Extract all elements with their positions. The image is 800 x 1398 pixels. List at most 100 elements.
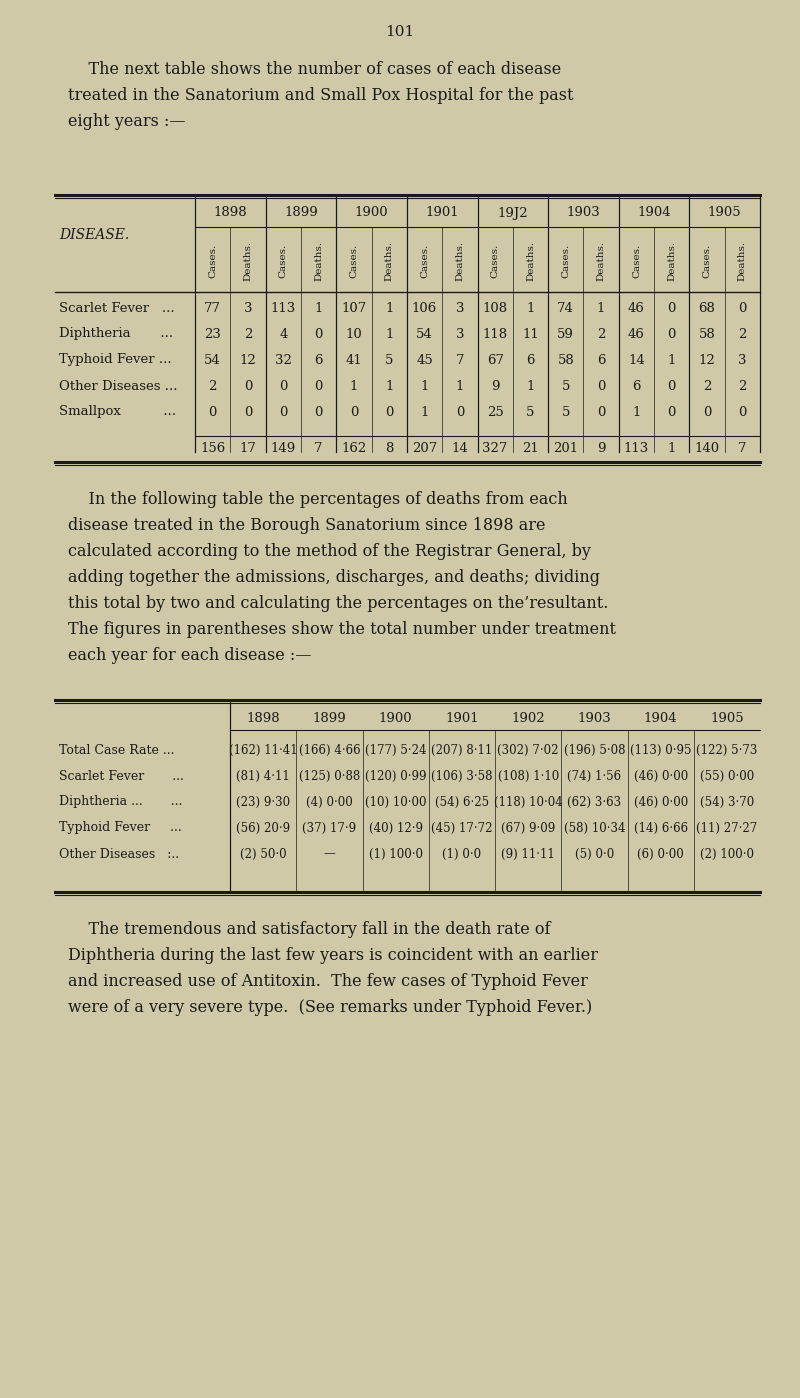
Text: disease treated in the Borough Sanatorium since 1898 are: disease treated in the Borough Sanatoriu… <box>68 517 546 534</box>
Text: (74) 1·56: (74) 1·56 <box>567 769 622 783</box>
Text: 2: 2 <box>597 327 606 341</box>
Text: 1899: 1899 <box>284 207 318 219</box>
Text: 4: 4 <box>279 327 287 341</box>
Text: Cases.: Cases. <box>702 243 711 278</box>
Text: (2) 50·0: (2) 50·0 <box>240 847 286 861</box>
Text: 5: 5 <box>385 354 394 366</box>
Text: 3: 3 <box>738 354 746 366</box>
Text: (302) 7·02: (302) 7·02 <box>498 744 559 756</box>
Text: 74: 74 <box>558 302 574 315</box>
Text: Deaths.: Deaths. <box>314 240 323 281</box>
Text: (1) 100·0: (1) 100·0 <box>369 847 422 861</box>
Text: (67) 9·09: (67) 9·09 <box>501 822 555 835</box>
Text: 149: 149 <box>270 442 296 454</box>
Text: 45: 45 <box>416 354 433 366</box>
Text: 118: 118 <box>482 327 508 341</box>
Text: 0: 0 <box>244 379 252 393</box>
Text: (196) 5·08: (196) 5·08 <box>564 744 625 756</box>
Text: Cases.: Cases. <box>350 243 358 278</box>
Text: (37) 17·9: (37) 17·9 <box>302 822 357 835</box>
Text: (14) 6·66: (14) 6·66 <box>634 822 688 835</box>
Text: 19J2: 19J2 <box>498 207 528 219</box>
Text: (81) 4·11: (81) 4·11 <box>236 769 290 783</box>
Text: 10: 10 <box>346 327 362 341</box>
Text: treated in the Sanatorium and Small Pox Hospital for the past: treated in the Sanatorium and Small Pox … <box>68 88 574 105</box>
Text: 0: 0 <box>279 405 287 418</box>
Text: 3: 3 <box>455 327 464 341</box>
Text: (120) 0·99: (120) 0·99 <box>365 769 426 783</box>
Text: 2: 2 <box>244 327 252 341</box>
Text: Diphtheria ...       ...: Diphtheria ... ... <box>59 795 182 808</box>
Text: 0: 0 <box>385 405 394 418</box>
Text: 156: 156 <box>200 442 226 454</box>
Text: 7: 7 <box>314 442 323 454</box>
Text: Deaths.: Deaths. <box>455 240 464 281</box>
Text: 1: 1 <box>526 302 534 315</box>
Text: 106: 106 <box>412 302 437 315</box>
Text: 1: 1 <box>420 405 429 418</box>
Text: 54: 54 <box>416 327 433 341</box>
Text: 0: 0 <box>667 379 676 393</box>
Text: (10) 10·00: (10) 10·00 <box>365 795 426 808</box>
Text: 0: 0 <box>597 379 606 393</box>
Text: each year for each disease :—: each year for each disease :— <box>68 647 311 664</box>
Text: (9) 11·11: (9) 11·11 <box>502 847 555 861</box>
Text: (1) 0·0: (1) 0·0 <box>442 847 482 861</box>
Text: 1900: 1900 <box>354 207 388 219</box>
Text: adding together the admissions, discharges, and deaths; dividing: adding together the admissions, discharg… <box>68 569 600 587</box>
Text: 8: 8 <box>385 442 394 454</box>
Text: 6: 6 <box>314 354 323 366</box>
Text: The next table shows the number of cases of each disease: The next table shows the number of cases… <box>68 62 562 78</box>
Text: 1: 1 <box>667 442 676 454</box>
Text: Scarlet Fever   ...: Scarlet Fever ... <box>59 302 174 315</box>
Text: Cases.: Cases. <box>278 243 288 278</box>
Text: (108) 1·10: (108) 1·10 <box>498 769 558 783</box>
Text: 0: 0 <box>667 302 676 315</box>
Text: 101: 101 <box>386 25 414 39</box>
Text: 12: 12 <box>239 354 256 366</box>
Text: Other Diseases   :..: Other Diseases :.. <box>59 847 179 861</box>
Text: (106) 3·58: (106) 3·58 <box>431 769 493 783</box>
Text: (207) 8·11: (207) 8·11 <box>431 744 493 756</box>
Text: 0: 0 <box>667 405 676 418</box>
Text: (45) 17·72: (45) 17·72 <box>431 822 493 835</box>
Text: (113) 0·95: (113) 0·95 <box>630 744 691 756</box>
Text: (40) 12·9: (40) 12·9 <box>369 822 422 835</box>
Text: (177) 5·24: (177) 5·24 <box>365 744 426 756</box>
Text: Cases.: Cases. <box>208 243 217 278</box>
Text: 1905: 1905 <box>710 712 744 724</box>
Text: 17: 17 <box>239 442 257 454</box>
Text: In the following table the percentages of deaths from each: In the following table the percentages o… <box>68 492 568 509</box>
Text: 59: 59 <box>558 327 574 341</box>
Text: 140: 140 <box>694 442 719 454</box>
Text: 1903: 1903 <box>578 712 611 724</box>
Text: 327: 327 <box>482 442 508 454</box>
Text: 25: 25 <box>486 405 503 418</box>
Text: 1: 1 <box>314 302 322 315</box>
Text: Smallpox          ...: Smallpox ... <box>59 405 176 418</box>
Text: this total by two and calculating the percentages on the’resultant.: this total by two and calculating the pe… <box>68 596 608 612</box>
Text: 12: 12 <box>698 354 715 366</box>
Text: (118) 10·04: (118) 10·04 <box>494 795 562 808</box>
Text: Typhoid Fever ...: Typhoid Fever ... <box>59 354 172 366</box>
Text: (23) 9·30: (23) 9·30 <box>236 795 290 808</box>
Text: 2: 2 <box>738 379 746 393</box>
Text: 77: 77 <box>204 302 221 315</box>
Text: 67: 67 <box>486 354 504 366</box>
Text: 7: 7 <box>738 442 746 454</box>
Text: 0: 0 <box>703 405 711 418</box>
Text: 201: 201 <box>554 442 578 454</box>
Text: 0: 0 <box>350 405 358 418</box>
Text: 6: 6 <box>597 354 606 366</box>
Text: 32: 32 <box>275 354 292 366</box>
Text: (125) 0·88: (125) 0·88 <box>298 769 360 783</box>
Text: 9: 9 <box>597 442 606 454</box>
Text: (162) 11·41: (162) 11·41 <box>229 744 298 756</box>
Text: (58) 10·34: (58) 10·34 <box>564 822 625 835</box>
Text: Cases.: Cases. <box>632 243 641 278</box>
Text: 1904: 1904 <box>644 712 678 724</box>
Text: 162: 162 <box>342 442 366 454</box>
Text: 1: 1 <box>597 302 606 315</box>
Text: Deaths.: Deaths. <box>738 240 747 281</box>
Text: (2) 100·0: (2) 100·0 <box>700 847 754 861</box>
